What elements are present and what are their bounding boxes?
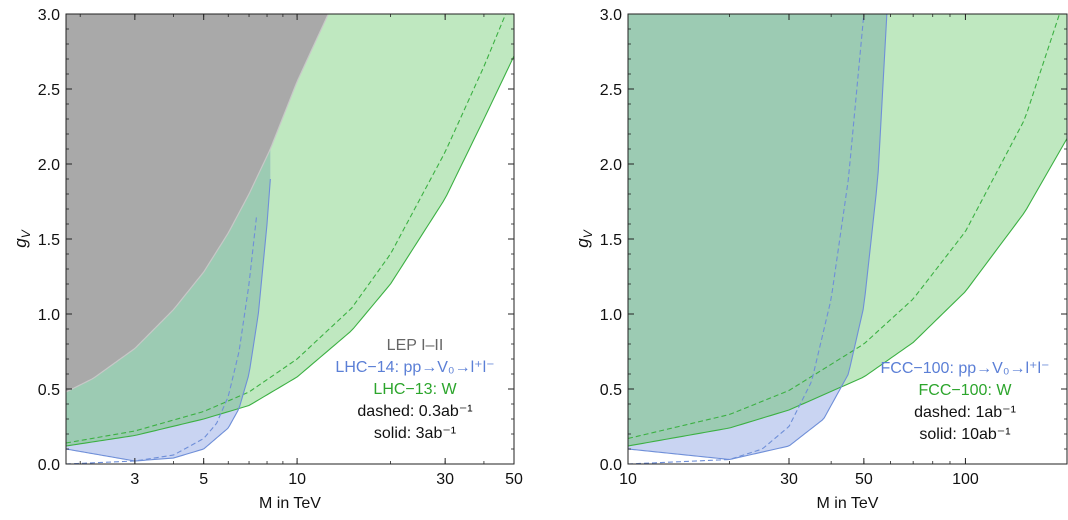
overlap-area xyxy=(628,14,887,446)
y-tick-label: 0.5 xyxy=(38,382,60,399)
y-tick-label: 2.0 xyxy=(38,157,60,174)
x-tick-label: 10 xyxy=(619,471,637,488)
x-tick-label: 10 xyxy=(288,471,306,488)
x-tick-label: 30 xyxy=(780,471,798,488)
legend-entry: LHC−13: W xyxy=(373,381,457,398)
x-tick-label: 30 xyxy=(436,471,454,488)
y-tick-label: 2.5 xyxy=(600,82,622,99)
y-tick-label: 1.5 xyxy=(600,232,622,249)
plot-area xyxy=(66,14,514,464)
lep-exclusion-area xyxy=(66,14,329,392)
plot-area xyxy=(628,14,1067,464)
chart-panel-1: 0.0 0.5 1.0 1.5 2.0 2.5 3.0 3 5 10 30 50 M in TeV gV L… xyxy=(11,7,523,512)
y-axis-label: gV xyxy=(573,229,595,247)
legend-entry: LEP I–II xyxy=(387,337,444,354)
y-tick-label: 0.0 xyxy=(600,457,622,474)
y-tick-label: 2.0 xyxy=(600,157,622,174)
chart-panel-2: 0.0 0.5 1.0 1.5 2.0 2.5 3.0 10 30 50 100 M in TeV gV… xyxy=(573,7,1068,512)
blue-solid-line xyxy=(66,178,271,462)
y-tick-label: 0.0 xyxy=(38,457,60,474)
legend-entry: dashed: 0.3ab⁻¹ xyxy=(357,403,472,420)
legend-entry: solid: 3ab⁻¹ xyxy=(374,425,456,442)
legend-entry: solid: 10ab⁻¹ xyxy=(919,426,1010,443)
x-axis-label: M in TeV xyxy=(259,495,321,512)
x-tick-label: 3 xyxy=(130,471,139,488)
legend-entry: FCC−100: pp→V₀→l⁺l⁻ xyxy=(881,360,1050,377)
x-tick-label: 100 xyxy=(952,471,979,488)
y-tick-label: 1.5 xyxy=(38,232,60,249)
y-tick-label: 0.5 xyxy=(600,382,622,399)
y-tick-label: 3.0 xyxy=(600,7,622,24)
green-solid-line xyxy=(66,55,514,447)
y-tick-label: 3.0 xyxy=(38,7,60,24)
blue-solid-line xyxy=(628,14,888,461)
y-tick-label: 1.0 xyxy=(38,307,60,324)
green-dashed-line xyxy=(628,14,1061,440)
green-dashed-line xyxy=(66,14,507,444)
legend-entry: FCC−100: W xyxy=(919,382,1013,399)
x-tick-label: 50 xyxy=(855,471,873,488)
x-tick-label: 5 xyxy=(199,471,208,488)
x-tick-label: 50 xyxy=(505,471,523,488)
legend-entry: dashed: 1ab⁻¹ xyxy=(914,404,1016,421)
legend-entry: LHC−14: pp→V₀→l⁺l⁻ xyxy=(335,359,494,376)
lep-boundary-line xyxy=(66,14,329,393)
y-tick-label: 1.0 xyxy=(600,307,622,324)
green-solid-line xyxy=(628,138,1067,447)
y-tick-label: 2.5 xyxy=(38,82,60,99)
x-axis-label: M in TeV xyxy=(817,495,879,512)
y-axis-label: gV xyxy=(11,229,33,247)
